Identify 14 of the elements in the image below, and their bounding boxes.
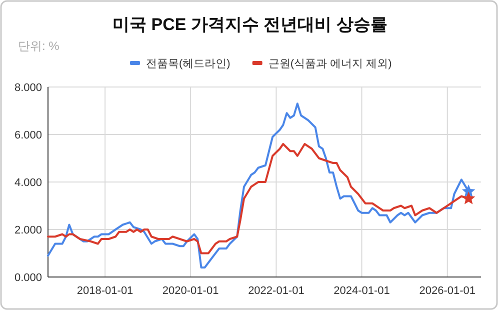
x-tick-label: 2026-01-01 xyxy=(419,285,476,297)
y-tick-label: 2.000 xyxy=(14,224,42,236)
x-tick-label: 2022-01-01 xyxy=(248,285,304,297)
legend-label: 전품목(헤드라인) xyxy=(146,58,230,70)
legend-label: 근원(식품과 에너지 제외) xyxy=(268,58,392,70)
y-tick-label: 6.000 xyxy=(14,130,42,142)
chart-title: 미국 PCE 가격지수 전년대비 상승률 xyxy=(112,15,388,34)
x-tick-label: 2024-01-01 xyxy=(334,285,390,297)
x-tick-label: 2020-01-01 xyxy=(162,285,219,297)
x-tick-label: 2018-01-01 xyxy=(76,285,134,297)
chart-subtitle: 단위: % xyxy=(18,39,60,53)
y-tick-label: 8.000 xyxy=(14,82,42,94)
y-tick-label: 0.000 xyxy=(14,272,42,284)
y-tick-label: 4.000 xyxy=(14,177,42,189)
